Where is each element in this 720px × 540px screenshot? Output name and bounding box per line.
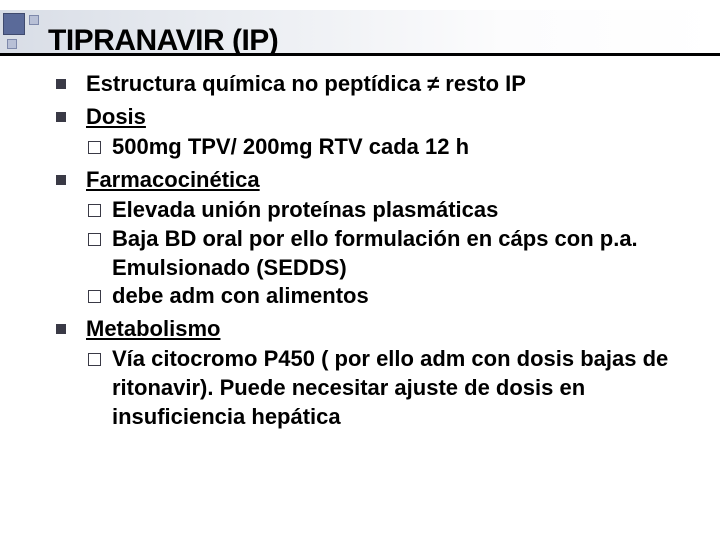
list-item: Estructura química no peptídica ≠ resto … [50, 70, 690, 99]
slide: TIPRANAVIR (IP) Estructura química no pe… [0, 0, 720, 540]
list-item-text: Estructura química no peptídica ≠ resto … [86, 71, 526, 96]
sub-list-item: debe adm con alimentos [86, 282, 690, 311]
list-item-text: Metabolismo [86, 316, 220, 341]
list-item-text: Farmacocinética [86, 167, 260, 192]
sub-list-item: 500mg TPV/ 200mg RTV cada 12 h [86, 133, 690, 162]
sub-list-item-text: Elevada unión proteínas plasmáticas [112, 197, 498, 222]
page-title: TIPRANAVIR (IP) [48, 24, 278, 58]
sub-list-item-text: debe adm con alimentos [112, 283, 369, 308]
bullet-list: Estructura química no peptídica ≠ resto … [50, 70, 690, 431]
list-item-text: Dosis [86, 104, 146, 129]
sub-list-item-text: Vía citocromo P450 ( por ello adm con do… [112, 346, 668, 428]
list-item: Metabolismo Vía citocromo P450 ( por ello… [50, 315, 690, 431]
sub-list-item: Vía citocromo P450 ( por ello adm con do… [86, 345, 690, 431]
title-bar: TIPRANAVIR (IP) [0, 10, 720, 56]
sub-list-item: Elevada unión proteínas plasmáticas [86, 196, 690, 225]
sub-list-item-text: Baja BD oral por ello formulación en cáp… [112, 226, 638, 280]
decor-squares-icon [3, 13, 45, 55]
sub-list: 500mg TPV/ 200mg RTV cada 12 h [86, 133, 690, 162]
list-item: Dosis 500mg TPV/ 200mg RTV cada 12 h [50, 103, 690, 162]
list-item: Farmacocinética Elevada unión proteínas p… [50, 166, 690, 311]
sub-list-item-text: 500mg TPV/ 200mg RTV cada 12 h [112, 134, 469, 159]
sub-list: Elevada unión proteínas plasmáticas Baja … [86, 196, 690, 310]
body-content: Estructura química no peptídica ≠ resto … [50, 70, 690, 435]
sub-list: Vía citocromo P450 ( por ello adm con do… [86, 345, 690, 431]
sub-list-item: Baja BD oral por ello formulación en cáp… [86, 225, 690, 282]
